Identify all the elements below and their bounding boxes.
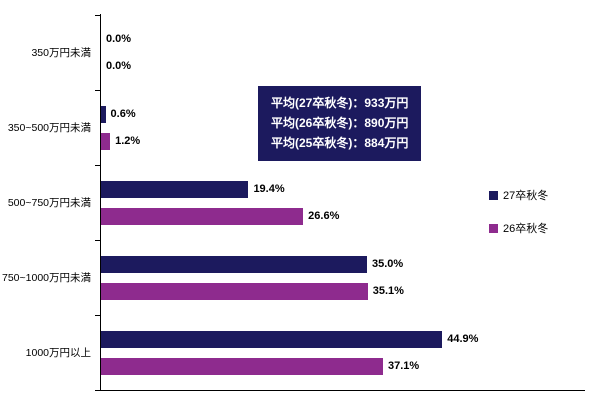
bar-group: 0.6% 1.2% (101, 90, 584, 165)
average-annotation: 平均(27卒秋冬)：933万円 平均(26卒秋冬)：890万円 平均(25卒秋冬… (258, 86, 422, 162)
value-label: 0.0% (106, 60, 132, 72)
value-label: 35.1% (372, 285, 404, 297)
legend-swatch (489, 190, 498, 200)
bar-27卒秋冬 (101, 105, 106, 123)
bar-group: 35.0% 35.1% (101, 240, 584, 315)
legend: 27卒秋冬 26卒秋冬 (489, 187, 548, 236)
axis-tick (95, 240, 101, 241)
bar-27卒秋冬 (101, 180, 249, 198)
axis-tick (95, 90, 101, 91)
plot-area: 0.0% 0.0% 0.6% 1.2% 19.4% 26.6% 35.0% 35.1% 44.9… (101, 15, 584, 390)
category-label: 1000万円以上 (25, 347, 91, 359)
bar-row: 0.0% (101, 58, 584, 75)
legend-entry: 26卒秋冬 (489, 220, 548, 236)
axis-tick (95, 165, 101, 166)
bar-row: 1.2% (101, 132, 584, 150)
axis-tick (95, 315, 101, 316)
bar-row: 37.1% (101, 357, 584, 375)
bar-row: 44.9% (101, 330, 584, 348)
bar-group: 0.0% 0.0% (101, 15, 584, 90)
bar-row: 35.1% (101, 282, 584, 300)
bar-group: 19.4% 26.6% (101, 165, 584, 240)
value-label: 0.0% (106, 33, 132, 45)
bar-27卒秋冬 (101, 255, 367, 273)
legend-swatch (489, 223, 498, 233)
bar-group: 44.9% 37.1% (101, 315, 584, 390)
bar-row: 0.6% (101, 105, 584, 123)
annotation-line-26: 平均(26卒秋冬)：890万円 (271, 115, 409, 130)
bar-26卒秋冬 (101, 132, 111, 150)
value-label: 37.1% (387, 360, 420, 372)
y-axis-line (100, 14, 101, 391)
category-axis: 350万円未満 350~500万円未満 500~750万円未満 750~1000万円未… (0, 15, 95, 390)
bar-row: 35.0% (101, 255, 584, 273)
bar-row: 0.0% (101, 31, 584, 48)
bar-26卒秋冬 (101, 357, 383, 375)
legend-label: 26卒秋冬 (503, 223, 549, 235)
legend-label: 27卒秋冬 (503, 190, 549, 202)
category-label: 350~500万円未満 (7, 122, 91, 134)
axis-tick (95, 15, 101, 16)
annotation-line-25: 平均(25卒秋冬)：884万円 (271, 135, 409, 150)
x-axis-line (100, 390, 585, 391)
bar-26卒秋冬 (101, 207, 304, 225)
annotation-line-27: 平均(27卒秋冬)：933万円 (271, 96, 409, 110)
value-label: 19.4% (253, 183, 285, 195)
value-label: 35.0% (372, 258, 404, 270)
bar-27卒秋冬 (101, 330, 443, 348)
bar-row: 19.4% (101, 180, 584, 198)
bar-row: 26.6% (101, 207, 584, 225)
category-label: 350万円未満 (31, 47, 91, 59)
legend-entry: 27卒秋冬 (489, 187, 548, 203)
value-label: 0.6% (110, 108, 136, 120)
value-label: 26.6% (308, 210, 340, 222)
axis-tick (95, 390, 101, 391)
value-label: 44.9% (447, 333, 479, 345)
category-label: 750~1000万円未満 (1, 272, 91, 284)
value-label: 1.2% (115, 135, 141, 147)
bar-26卒秋冬 (101, 282, 368, 300)
category-label: 500~750万円未満 (7, 197, 91, 209)
